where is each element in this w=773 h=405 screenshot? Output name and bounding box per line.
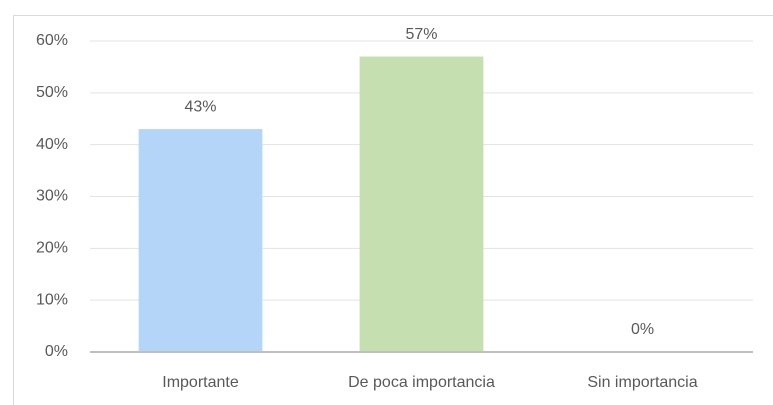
data-label: 43% — [184, 98, 216, 115]
x-tick-label: Sin importancia — [587, 374, 697, 391]
y-tick-label: 50% — [36, 84, 68, 101]
x-tick-label: De poca importancia — [348, 374, 495, 391]
data-label: 0% — [631, 321, 654, 338]
y-tick-label: 10% — [36, 291, 68, 308]
data-label: 57% — [405, 26, 437, 43]
y-tick-label: 30% — [36, 188, 68, 205]
y-tick-label: 20% — [36, 240, 68, 257]
y-tick-label: 0% — [45, 343, 68, 360]
y-tick-label: 40% — [36, 136, 68, 153]
y-tick-label: 60% — [36, 32, 68, 49]
x-tick-label: Importante — [162, 374, 239, 391]
bar — [138, 129, 263, 352]
bar — [359, 56, 484, 353]
chart-border — [13, 15, 773, 405]
